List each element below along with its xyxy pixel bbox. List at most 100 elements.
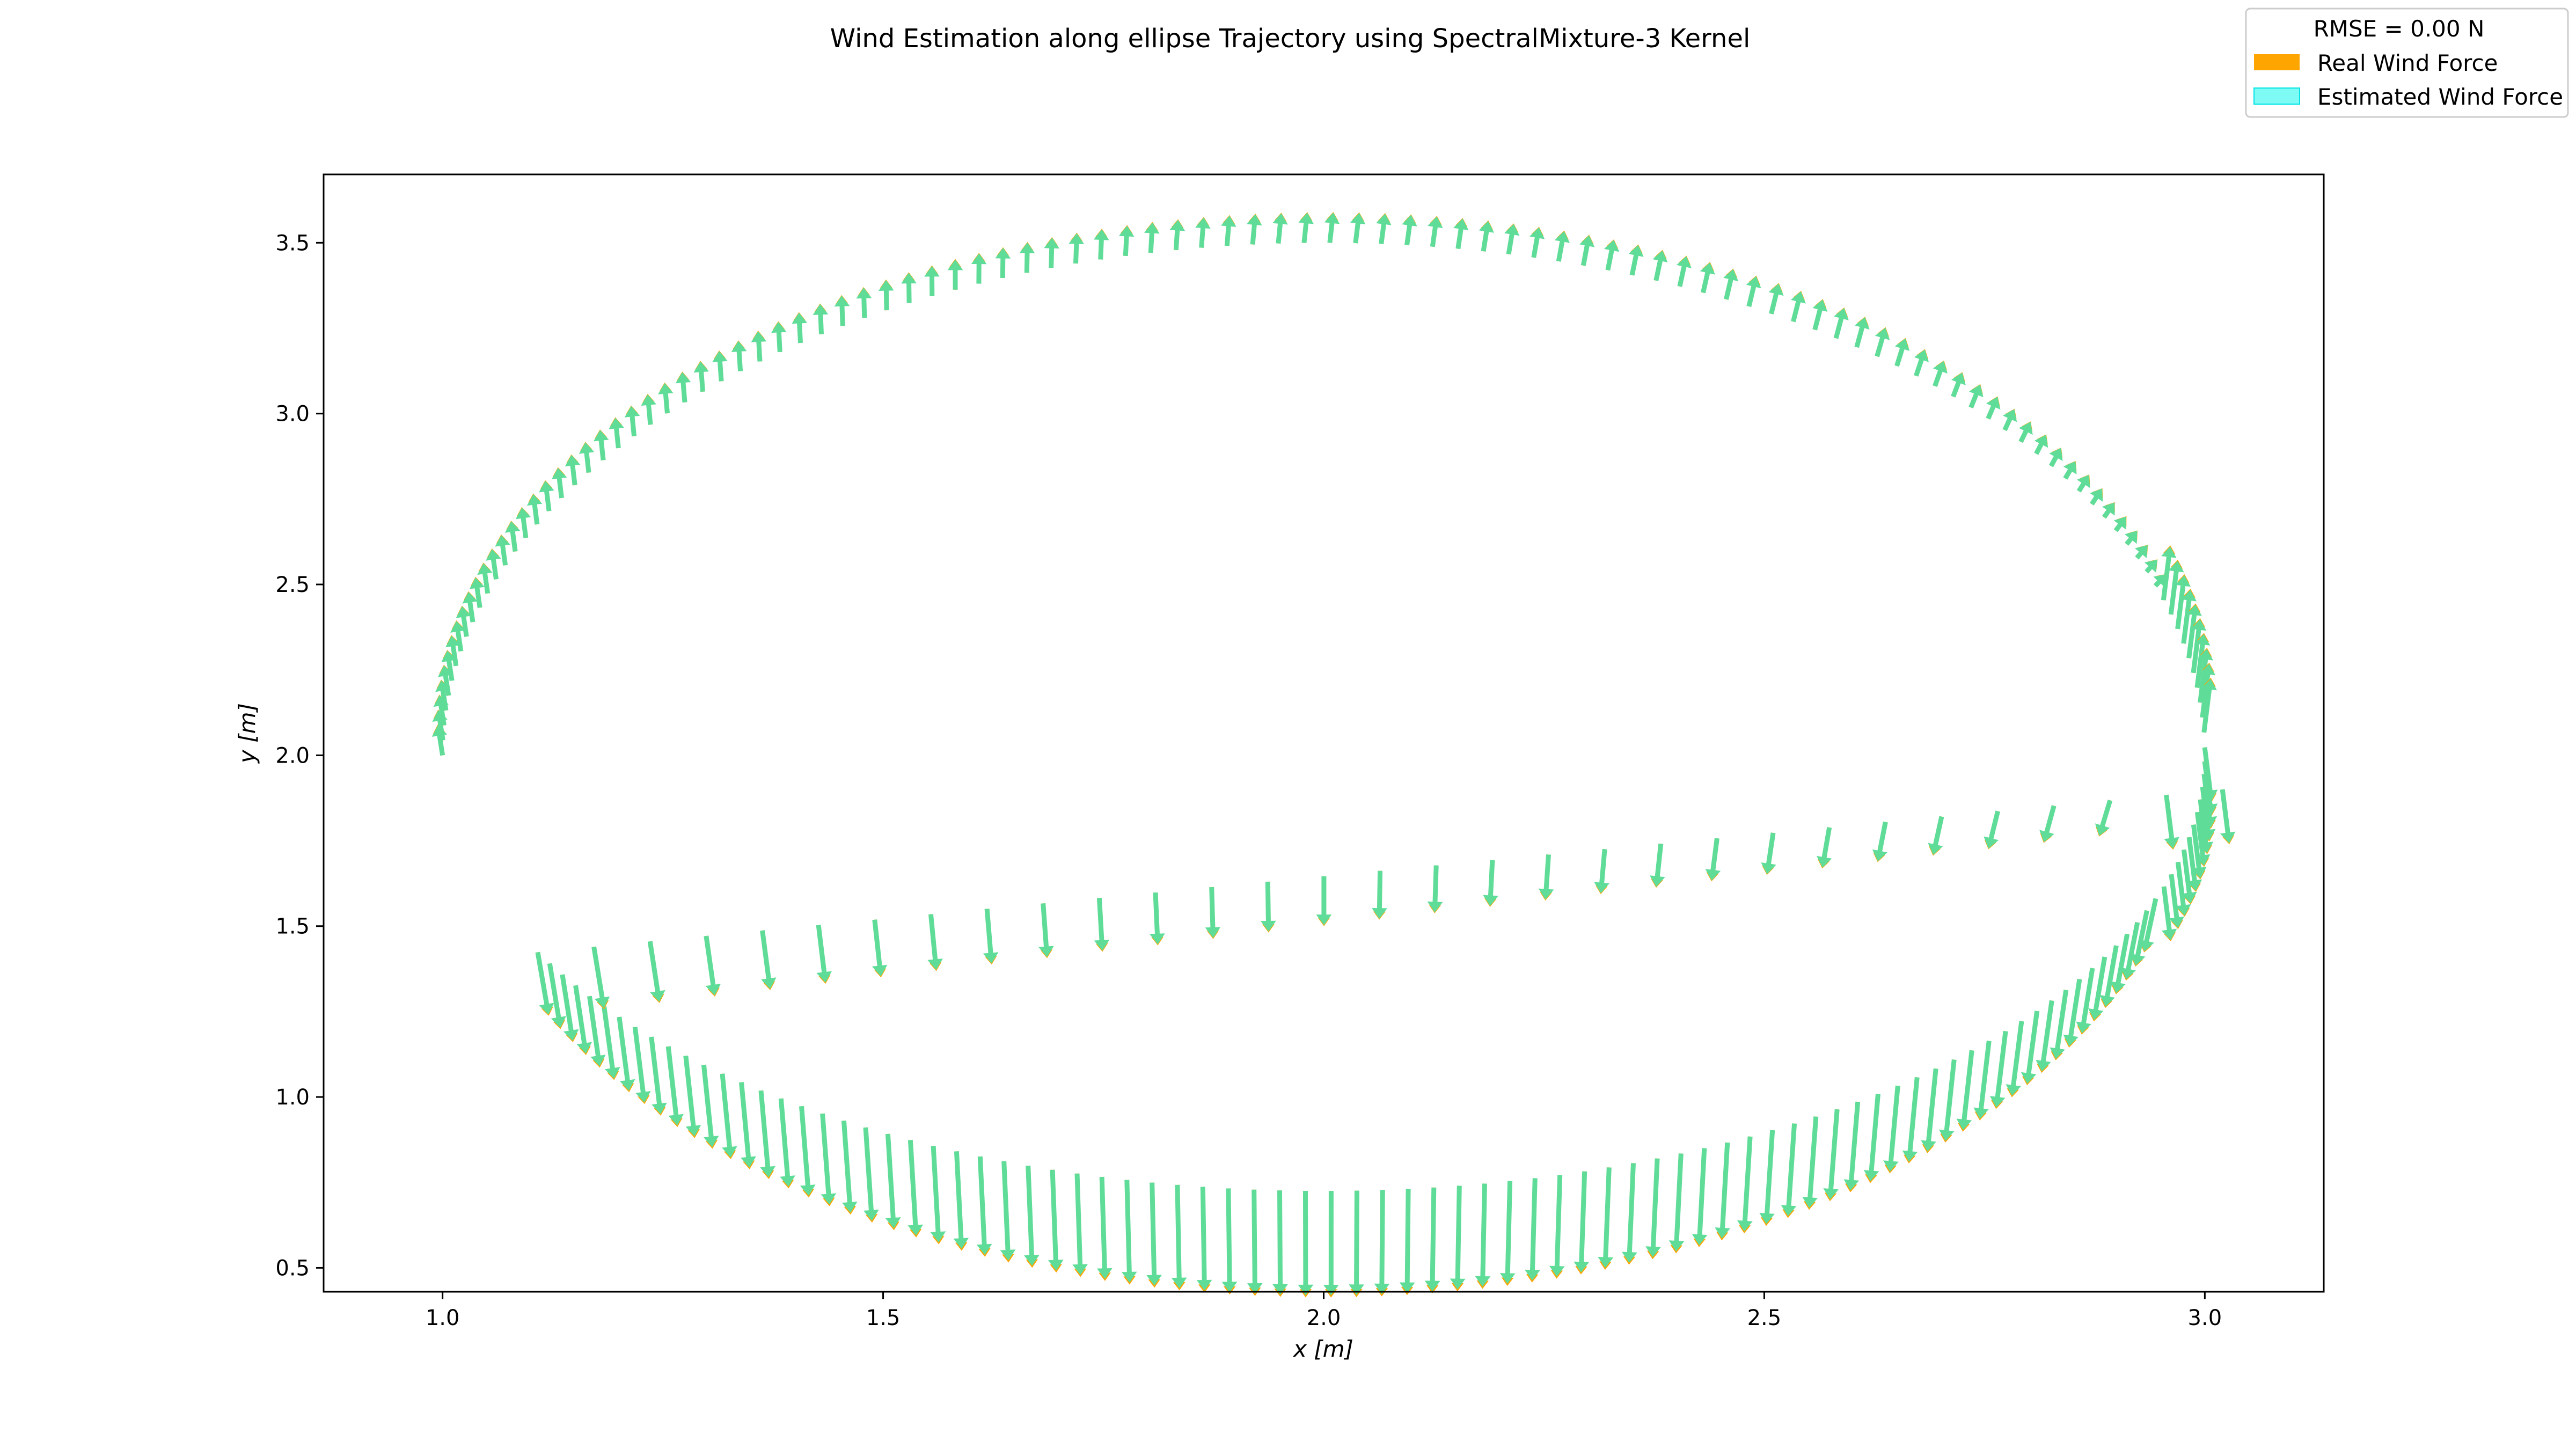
estimated-wind-arrow [1529, 227, 1545, 258]
estimated-wind-arrow [1986, 397, 2001, 420]
estimated-wind-arrow [1479, 221, 1495, 252]
estimated-wind-arrow [2145, 559, 2157, 574]
estimated-wind-arrow [1968, 384, 1984, 408]
estimated-wind-arrow [683, 1055, 701, 1137]
estimated-wind-arrow [2039, 805, 2057, 843]
estimated-wind-arrow [2191, 619, 2207, 674]
estimated-wind-arrow [1554, 231, 1570, 262]
estimated-wind-arrow [495, 535, 510, 566]
legend-swatch-real [2254, 54, 2300, 70]
estimated-wind-arrow [1323, 1191, 1339, 1296]
estimated-wind-arrow [1933, 361, 1948, 387]
y-tick-label: 2.0 [275, 743, 310, 768]
estimated-wind-arrow [539, 481, 554, 511]
legend-swatch-estimated [2253, 87, 2300, 105]
estimated-wind-arrow [1598, 1167, 1614, 1268]
estimated-wind-arrow [701, 1064, 719, 1147]
estimated-wind-arrow [617, 1016, 635, 1091]
estimated-wind-arrow [624, 406, 640, 437]
estimated-wind-arrow [477, 563, 493, 594]
estimated-wind-arrow [2006, 1021, 2024, 1096]
estimated-wind-arrow [1475, 1183, 1491, 1287]
estimated-wind-arrow [927, 914, 943, 970]
estimated-wind-arrow [565, 455, 581, 486]
estimated-wind-arrow [712, 351, 728, 382]
estimated-wind-arrow [1424, 1187, 1440, 1292]
estimated-wind-arrow [1261, 881, 1276, 932]
estimated-wind-arrow [1374, 1190, 1390, 1294]
estimated-wind-arrow [1144, 222, 1160, 253]
estimated-wind-arrow [816, 925, 832, 983]
estimated-wind-arrow [1668, 1153, 1685, 1252]
legend: RMSE = 0.00 N Real Wind Force Estimated … [2245, 8, 2569, 118]
estimated-wind-arrow [1038, 903, 1054, 957]
legend-frame [2245, 8, 2569, 118]
estimated-wind-arrow [609, 418, 624, 449]
estimated-wind-arrow [995, 247, 1011, 278]
estimated-wind-arrow [1652, 250, 1668, 281]
estimated-wind-arrow [547, 963, 566, 1028]
estimated-wind-arrow [2200, 786, 2216, 840]
estimated-wind-arrow [1069, 233, 1085, 264]
estimated-wind-arrow [2110, 933, 2130, 993]
estimated-wind-arrow [799, 1106, 816, 1196]
estimated-wind-arrow [587, 996, 606, 1066]
estimated-wind-arrow [2201, 773, 2218, 828]
estimated-wind-arrow [1833, 308, 1849, 339]
estimated-wind-arrow [1761, 832, 1776, 874]
estimated-wind-arrow [486, 549, 501, 580]
estimated-wind-arrow [1715, 1142, 1730, 1239]
estimated-wind-arrow [1854, 317, 1870, 348]
x-tick-label: 2.0 [1307, 1306, 1341, 1330]
estimated-wind-arrow [720, 1073, 737, 1158]
estimated-wind-arrow [2168, 561, 2184, 615]
estimated-wind-arrow [658, 383, 674, 414]
estimated-wind-arrow [526, 494, 543, 525]
estimated-wind-arrow [2063, 978, 2082, 1046]
estimated-wind-arrow [778, 1098, 795, 1187]
estimated-wind-arrow [1096, 1176, 1113, 1279]
estimated-wind-arrow [760, 930, 777, 989]
estimated-wind-arrow [2181, 849, 2197, 904]
estimated-wind-arrow [1247, 1189, 1263, 1294]
estimated-wind-arrow [462, 591, 478, 623]
estimated-wind-arrow [1894, 338, 1910, 367]
estimated-wind-arrow [1093, 229, 1109, 260]
estimated-wind-arrow [1205, 887, 1221, 938]
estimated-wind-arrow [2161, 886, 2177, 940]
estimated-wind-arrow [1349, 1190, 1364, 1296]
estimated-wind-arrow [1645, 1158, 1661, 1257]
estimated-wind-arrow [573, 985, 592, 1054]
estimated-wind-arrow [450, 621, 466, 652]
estimated-wind-arrow [2194, 811, 2211, 866]
estimated-wind-arrow [649, 1036, 667, 1114]
estimated-wind-arrow [2036, 1000, 2054, 1072]
estimated-wind-arrow [863, 1127, 879, 1221]
estimated-wind-arrow [983, 909, 999, 964]
estimated-wind-arrow [930, 1145, 946, 1242]
estimated-wind-arrow [1746, 276, 1761, 307]
estimated-wind-arrow [1272, 1190, 1288, 1295]
estimated-wind-arrow [591, 946, 610, 1008]
y-tick-label: 3.5 [275, 231, 310, 255]
estimated-wind-arrow [924, 266, 940, 296]
quiver-arrows [431, 212, 2236, 1298]
estimated-wind-arrow [1428, 216, 1443, 247]
estimated-wind-arrow [1823, 1109, 1840, 1199]
x-tick-label: 1.0 [426, 1306, 460, 1330]
estimated-wind-arrow [1171, 1184, 1187, 1289]
estimated-wind-arrow [1622, 1163, 1637, 1263]
estimated-wind-arrow [2194, 634, 2211, 688]
estimated-wind-arrow [602, 1006, 620, 1079]
estimated-wind-arrow [1150, 892, 1165, 945]
estimated-wind-arrow [1504, 224, 1520, 255]
estimated-wind-arrow [1928, 816, 1944, 855]
estimated-wind-arrow [1094, 898, 1110, 951]
estimated-wind-arrow [1802, 1116, 1819, 1208]
legend-label-real: Real Wind Force [2317, 50, 2498, 76]
estimated-wind-arrow [771, 321, 787, 353]
estimated-wind-arrow [504, 521, 521, 552]
estimated-wind-arrow [2164, 794, 2179, 849]
estimated-wind-arrow [2018, 422, 2033, 443]
